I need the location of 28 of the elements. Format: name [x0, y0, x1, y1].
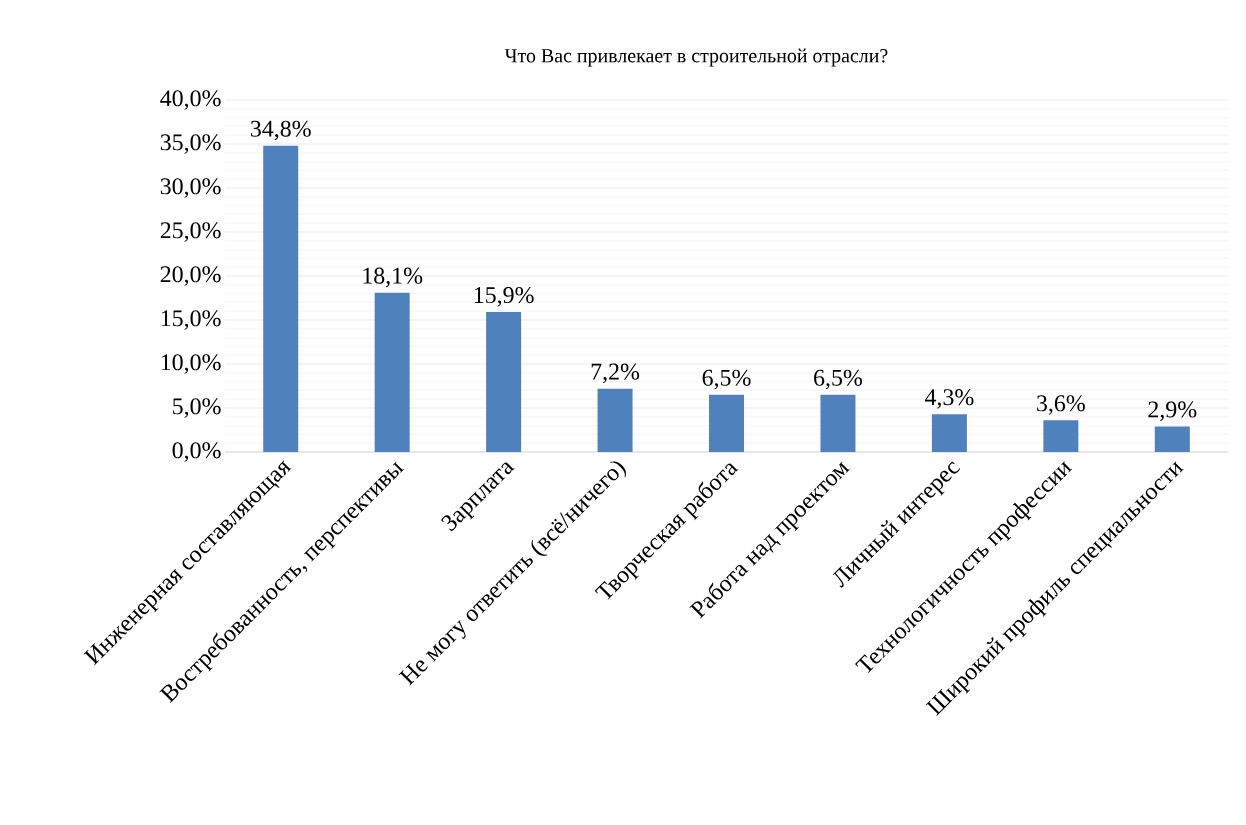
data-label: 34,8% — [250, 120, 311, 141]
y-tick-label: 35,0% — [160, 134, 221, 154]
y-tick-label: 0,0% — [172, 442, 221, 462]
data-label: 7,2% — [591, 363, 640, 384]
y-tick-label: 30,0% — [160, 178, 221, 198]
y-tick-label: 15,0% — [161, 310, 221, 330]
bar — [486, 312, 522, 452]
bar — [374, 292, 410, 452]
y-tick-label: 5,0% — [173, 398, 221, 418]
data-label: 18,1% — [363, 267, 423, 288]
data-label: 15,9% — [474, 286, 534, 307]
y-tick-label: 20,0% — [160, 266, 221, 286]
bar — [597, 388, 633, 452]
bar — [931, 414, 967, 452]
chart-title: Что Вас привлекает в строительной отрасли? — [504, 48, 888, 67]
bar — [1043, 420, 1079, 452]
y-tick-label: 10,0% — [161, 354, 221, 374]
data-label: 2,9% — [1148, 401, 1197, 421]
y-tick-label: 40,0% — [160, 90, 221, 110]
data-label: 4,3% — [924, 389, 974, 409]
data-label: 6,5% — [702, 369, 751, 390]
bar — [709, 394, 745, 452]
bar — [263, 145, 299, 452]
data-label: 3,6% — [1037, 395, 1085, 415]
bar — [1154, 426, 1190, 452]
y-tick-label: 25,0% — [160, 222, 221, 242]
data-label: 6,5% — [814, 369, 863, 390]
bar — [820, 394, 856, 452]
